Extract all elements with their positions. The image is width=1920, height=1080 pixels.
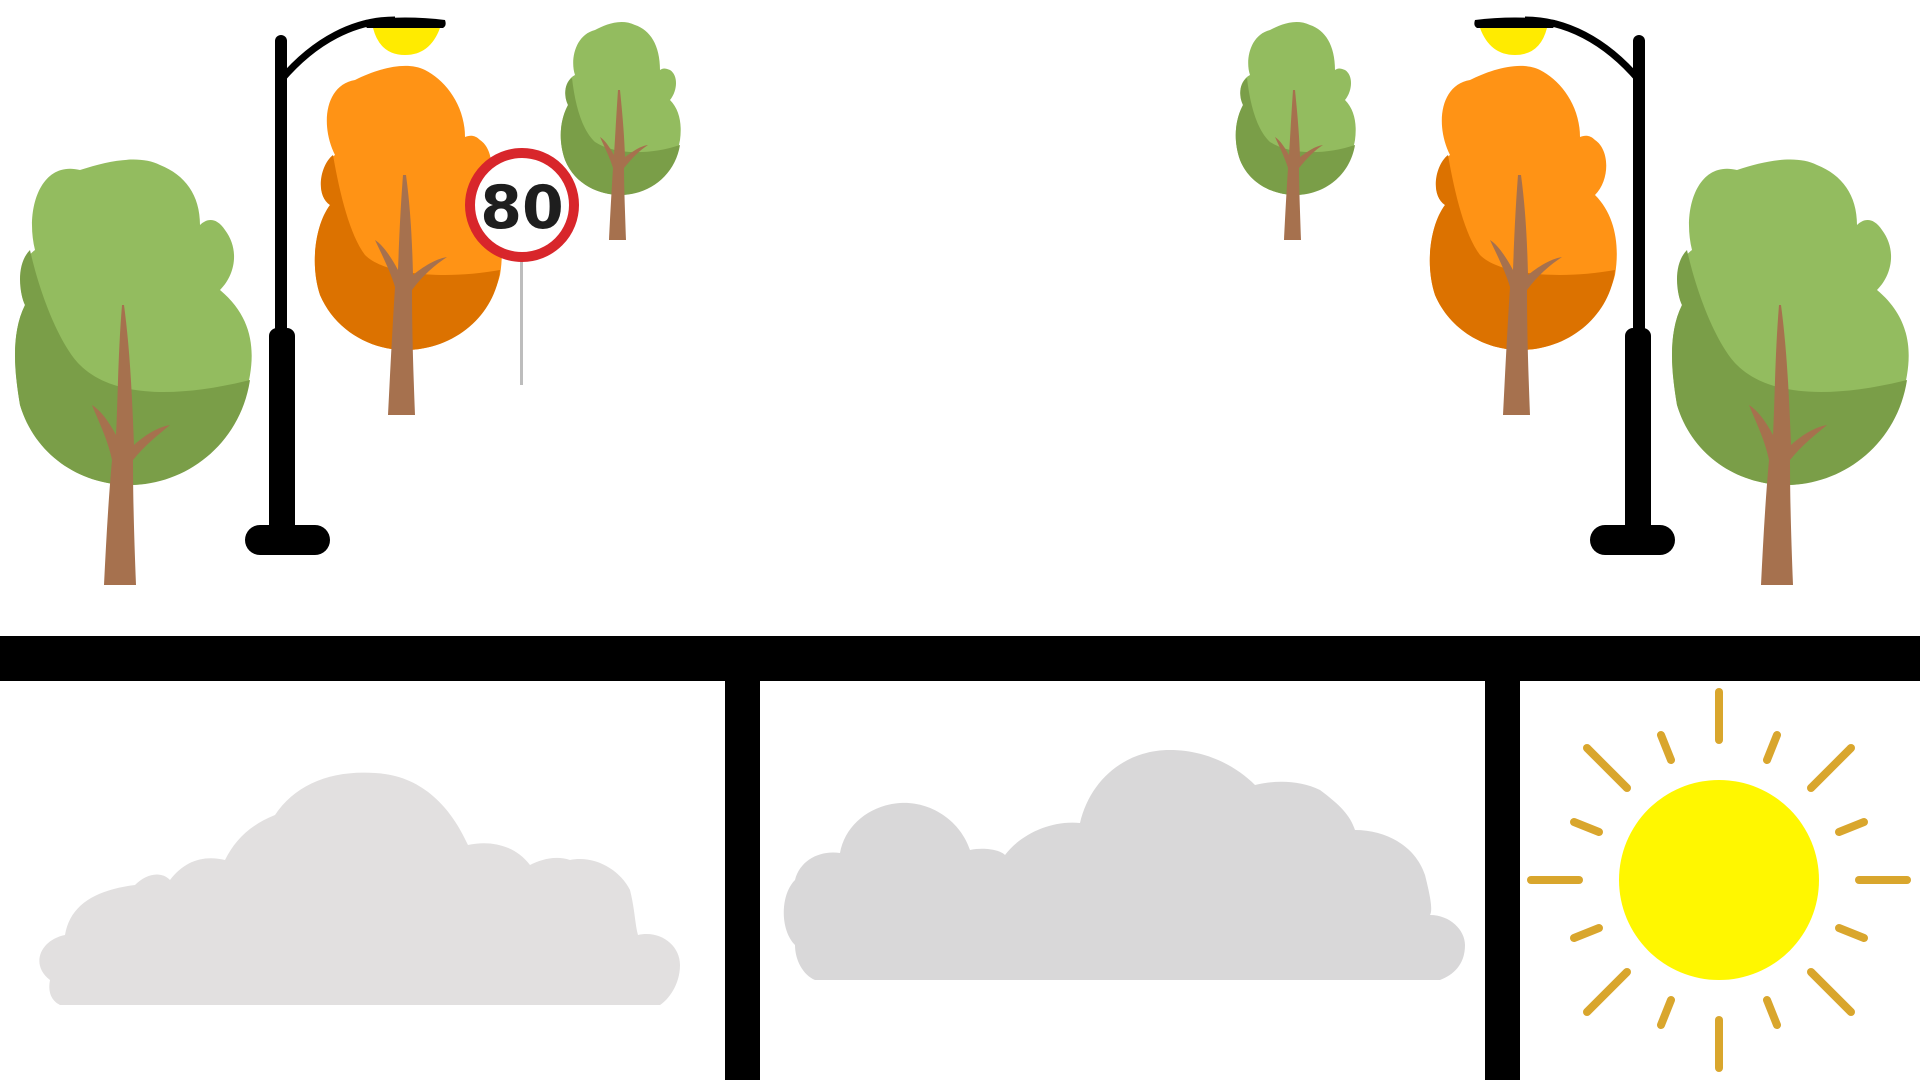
vertical-divider-2 bbox=[1485, 680, 1520, 1080]
panel-2 bbox=[783, 750, 1465, 980]
vertical-divider-1 bbox=[725, 680, 760, 1080]
cloud-icon bbox=[39, 772, 681, 1005]
horizontal-divider bbox=[0, 636, 1920, 681]
speed-limit-sign: 80 bbox=[465, 148, 579, 385]
upper-scene: 80 bbox=[15, 18, 1909, 586]
tree-orange-left bbox=[314, 65, 502, 416]
sun-icon bbox=[1527, 688, 1911, 1072]
tree-orange-right bbox=[1429, 65, 1617, 416]
tree-green-big-left bbox=[15, 159, 252, 586]
cloud-icon bbox=[783, 750, 1465, 980]
panel-1 bbox=[39, 772, 681, 1005]
speed-limit-value: 80 bbox=[480, 173, 564, 243]
panel-3 bbox=[1527, 688, 1911, 1072]
tree-green-big-right bbox=[1672, 159, 1909, 586]
tree-green-small-right bbox=[1235, 22, 1356, 241]
